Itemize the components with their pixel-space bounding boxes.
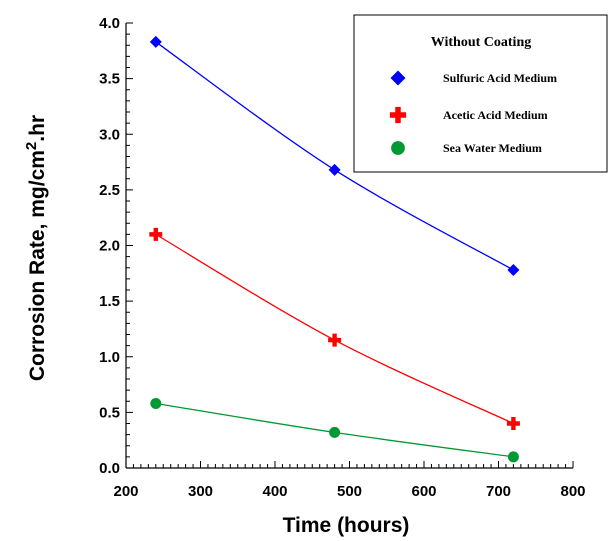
x-tick-label: 300 xyxy=(188,483,213,500)
data-point-diamond xyxy=(149,35,162,48)
y-axis-title: Corrosion Rate, mg/cm2.hr xyxy=(23,115,49,381)
series-line-1 xyxy=(155,233,514,425)
legend-label: Sulfuric Acid Medium xyxy=(443,71,557,85)
legend-marker-circle xyxy=(391,141,405,155)
legend-items: Sulfuric Acid Medium Acetic Acid Medium Se… xyxy=(389,70,557,155)
data-point-cross xyxy=(149,227,163,241)
y-tick-label: 1.5 xyxy=(99,293,120,310)
y-axis-title-tail: .hr xyxy=(26,115,49,142)
y-axis-title-sup: 2 xyxy=(23,142,40,150)
y-tick-label: 2.0 xyxy=(99,238,120,255)
y-tick-label: 1.0 xyxy=(99,349,120,366)
x-tick-label: 800 xyxy=(560,483,585,500)
x-tick-label: 700 xyxy=(486,483,511,500)
legend-marker-diamond xyxy=(390,70,406,86)
legend-label: Sea Water Medium xyxy=(443,141,542,155)
y-tick-label: 0.5 xyxy=(99,404,120,421)
x-axis-title: Time (hours) xyxy=(283,514,410,537)
data-point-cross xyxy=(506,417,520,430)
series-markers xyxy=(149,35,520,463)
data-point-circle xyxy=(329,426,341,438)
data-point-diamond xyxy=(328,163,341,176)
legend-marker-cross xyxy=(389,106,407,124)
legend-label: Acetic Acid Medium xyxy=(443,108,548,122)
y-tick-label: 2.5 xyxy=(99,182,120,199)
x-tick-label: 400 xyxy=(262,483,287,500)
data-point-diamond xyxy=(507,263,520,276)
data-point-circle xyxy=(150,397,162,409)
x-tick-label: 200 xyxy=(113,483,138,500)
legend: Without Coating Sulfuric Acid Medium Acet… xyxy=(353,14,608,173)
x-tick-label: 600 xyxy=(411,483,436,500)
y-tick-label: 3.5 xyxy=(99,71,120,88)
y-tick-label: 3.0 xyxy=(99,126,120,143)
y-tick-label: 4.0 xyxy=(99,15,120,32)
ticks xyxy=(125,22,574,469)
y-axis-title-main: Corrosion Rate, mg/cm xyxy=(26,150,49,381)
data-point-circle xyxy=(507,451,519,463)
data-point-cross xyxy=(328,333,342,347)
legend-title: Without Coating xyxy=(431,35,531,50)
y-tick-label: 0.0 xyxy=(99,460,120,477)
tick-labels: 200 300 400 500 600 700 800 0.0 0.5 1.0 1.5 2.0 2.5 3… xyxy=(99,15,585,500)
x-tick-label: 500 xyxy=(337,483,362,500)
